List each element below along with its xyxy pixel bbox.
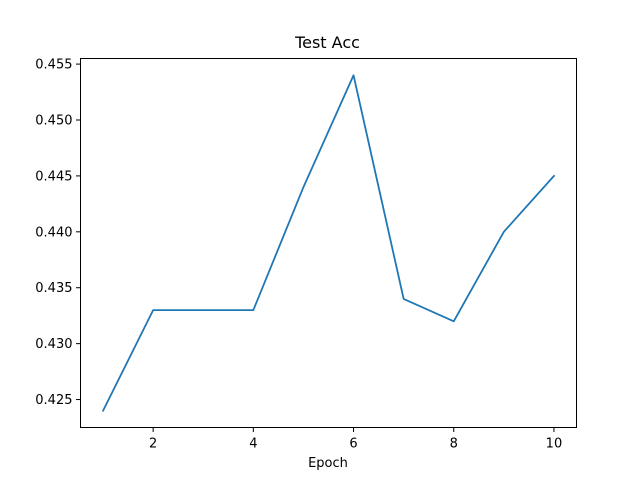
y-tick-label: 0.430 xyxy=(35,337,72,352)
axes-frame xyxy=(80,58,577,428)
y-tick-label: 0.445 xyxy=(35,169,72,184)
x-axis-title: Epoch xyxy=(308,456,348,471)
series-line-test-acc xyxy=(101,74,556,412)
x-tick-label: 4 xyxy=(249,437,257,452)
y-tick-label: 0.435 xyxy=(35,281,72,296)
y-tick-label: 0.450 xyxy=(35,114,72,129)
x-axis: 2 4 6 8 10 xyxy=(149,427,563,452)
chart-title: Test Acc xyxy=(294,33,360,52)
x-tick-label: 2 xyxy=(149,437,157,452)
y-tick-label: 0.425 xyxy=(35,393,72,408)
x-tick-label: 10 xyxy=(546,437,563,452)
y-tick-label: 0.440 xyxy=(35,225,72,240)
x-tick-label: 8 xyxy=(450,437,458,452)
y-axis: 0.425 0.430 0.435 0.440 0.445 0.450 0.455 xyxy=(35,58,81,408)
plot-area xyxy=(80,58,577,428)
y-tick-label: 0.455 xyxy=(35,58,72,73)
x-tick-label: 6 xyxy=(349,437,357,452)
